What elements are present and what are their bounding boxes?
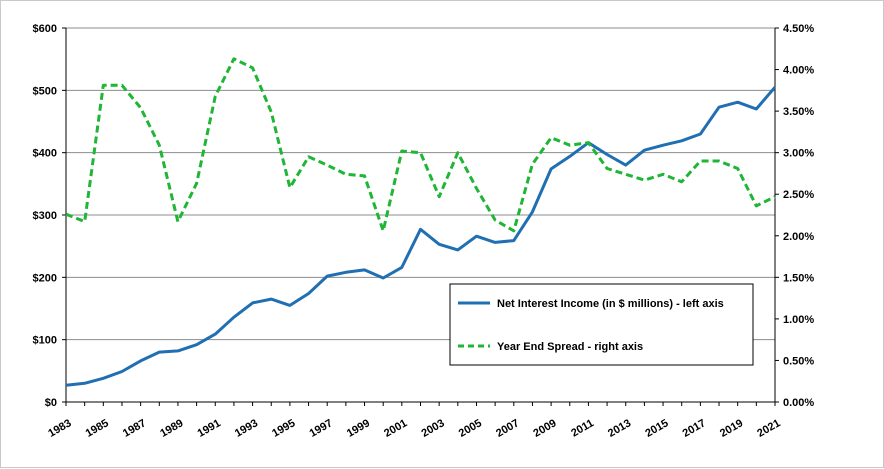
x-axis-tick-label: 2015 [643,417,670,440]
x-axis-tick-label: 1989 [158,417,185,440]
left-axis-tick-label: $600 [33,23,57,35]
legend: Net Interest Income (in $ millions) - le… [449,283,754,366]
x-axis-tick-label: 1995 [270,417,297,440]
left-axis-tick-label: $200 [33,272,57,284]
right-axis-tick-label: 1.50% [783,272,814,284]
right-axis-tick-label: 4.00% [783,65,814,77]
x-axis-tick-label: 1985 [84,417,111,440]
right-axis-tick-label: 2.50% [783,189,814,201]
x-axis-tick-label: 2017 [681,417,708,440]
x-axis-tick-labels: 1983 1985 1987 1989 1991 1993 1995 1997 1999 2001… [46,417,782,440]
right-axis-tick-label: 0.00% [783,397,814,409]
legend-label-year-end-spread: Year End Spread - right axis [497,341,643,353]
x-axis-tick-label: 2011 [569,417,596,439]
x-axis-tick-label: 2007 [494,417,521,440]
x-axis-tick-label: 1993 [233,417,260,440]
x-axis-tick-label: 2003 [419,417,446,440]
series-line-net-interest-income [65,86,777,387]
left-axis-tick-label: $100 [33,335,57,347]
right-axis-tick-labels: 0.00% 0.50% 1.00% 1.50% 2.00% 2.50% 3.00% 3.50%… [783,23,814,409]
right-axis-tick-label: 3.50% [783,106,814,118]
right-axis-tick-label: 0.50% [783,355,814,367]
right-axis-tick-label: 3.00% [783,148,814,160]
x-axis-tick-label: 1997 [308,417,335,440]
right-axis-tick-label: 1.00% [783,314,814,326]
legend-label-net-interest-income: Net Interest Income (in $ millions) - le… [497,298,724,310]
x-axis-tick-label: 1987 [121,417,148,440]
left-axis-tick-label: $0 [45,397,57,409]
left-axis-tick-label: $500 [33,85,57,97]
left-axis-tick-label: $300 [33,210,57,222]
x-axis-tick-label: 2021 [755,417,782,440]
right-axis-tick-label: 4.50% [783,23,814,35]
right-axis-tick-label: 2.00% [783,231,814,243]
x-axis-tick-label: 2009 [531,417,558,440]
x-axis-tick-label: 1999 [345,417,372,440]
left-axis-tick-labels: $0 $100 $200 $300 $400 $500 $600 [33,23,57,409]
legend-box [449,283,754,366]
x-axis-tick-label: 2005 [457,417,484,440]
series-layer [65,57,777,387]
x-axis-tick-label: 2001 [382,417,409,440]
x-axis-tick-label: 2019 [718,417,745,440]
x-axis-tick-label: 1983 [46,417,73,440]
left-axis-tick-label: $400 [33,148,57,160]
x-axis-tick-label: 1991 [196,417,223,440]
x-axis-tick-label: 2013 [606,417,633,440]
